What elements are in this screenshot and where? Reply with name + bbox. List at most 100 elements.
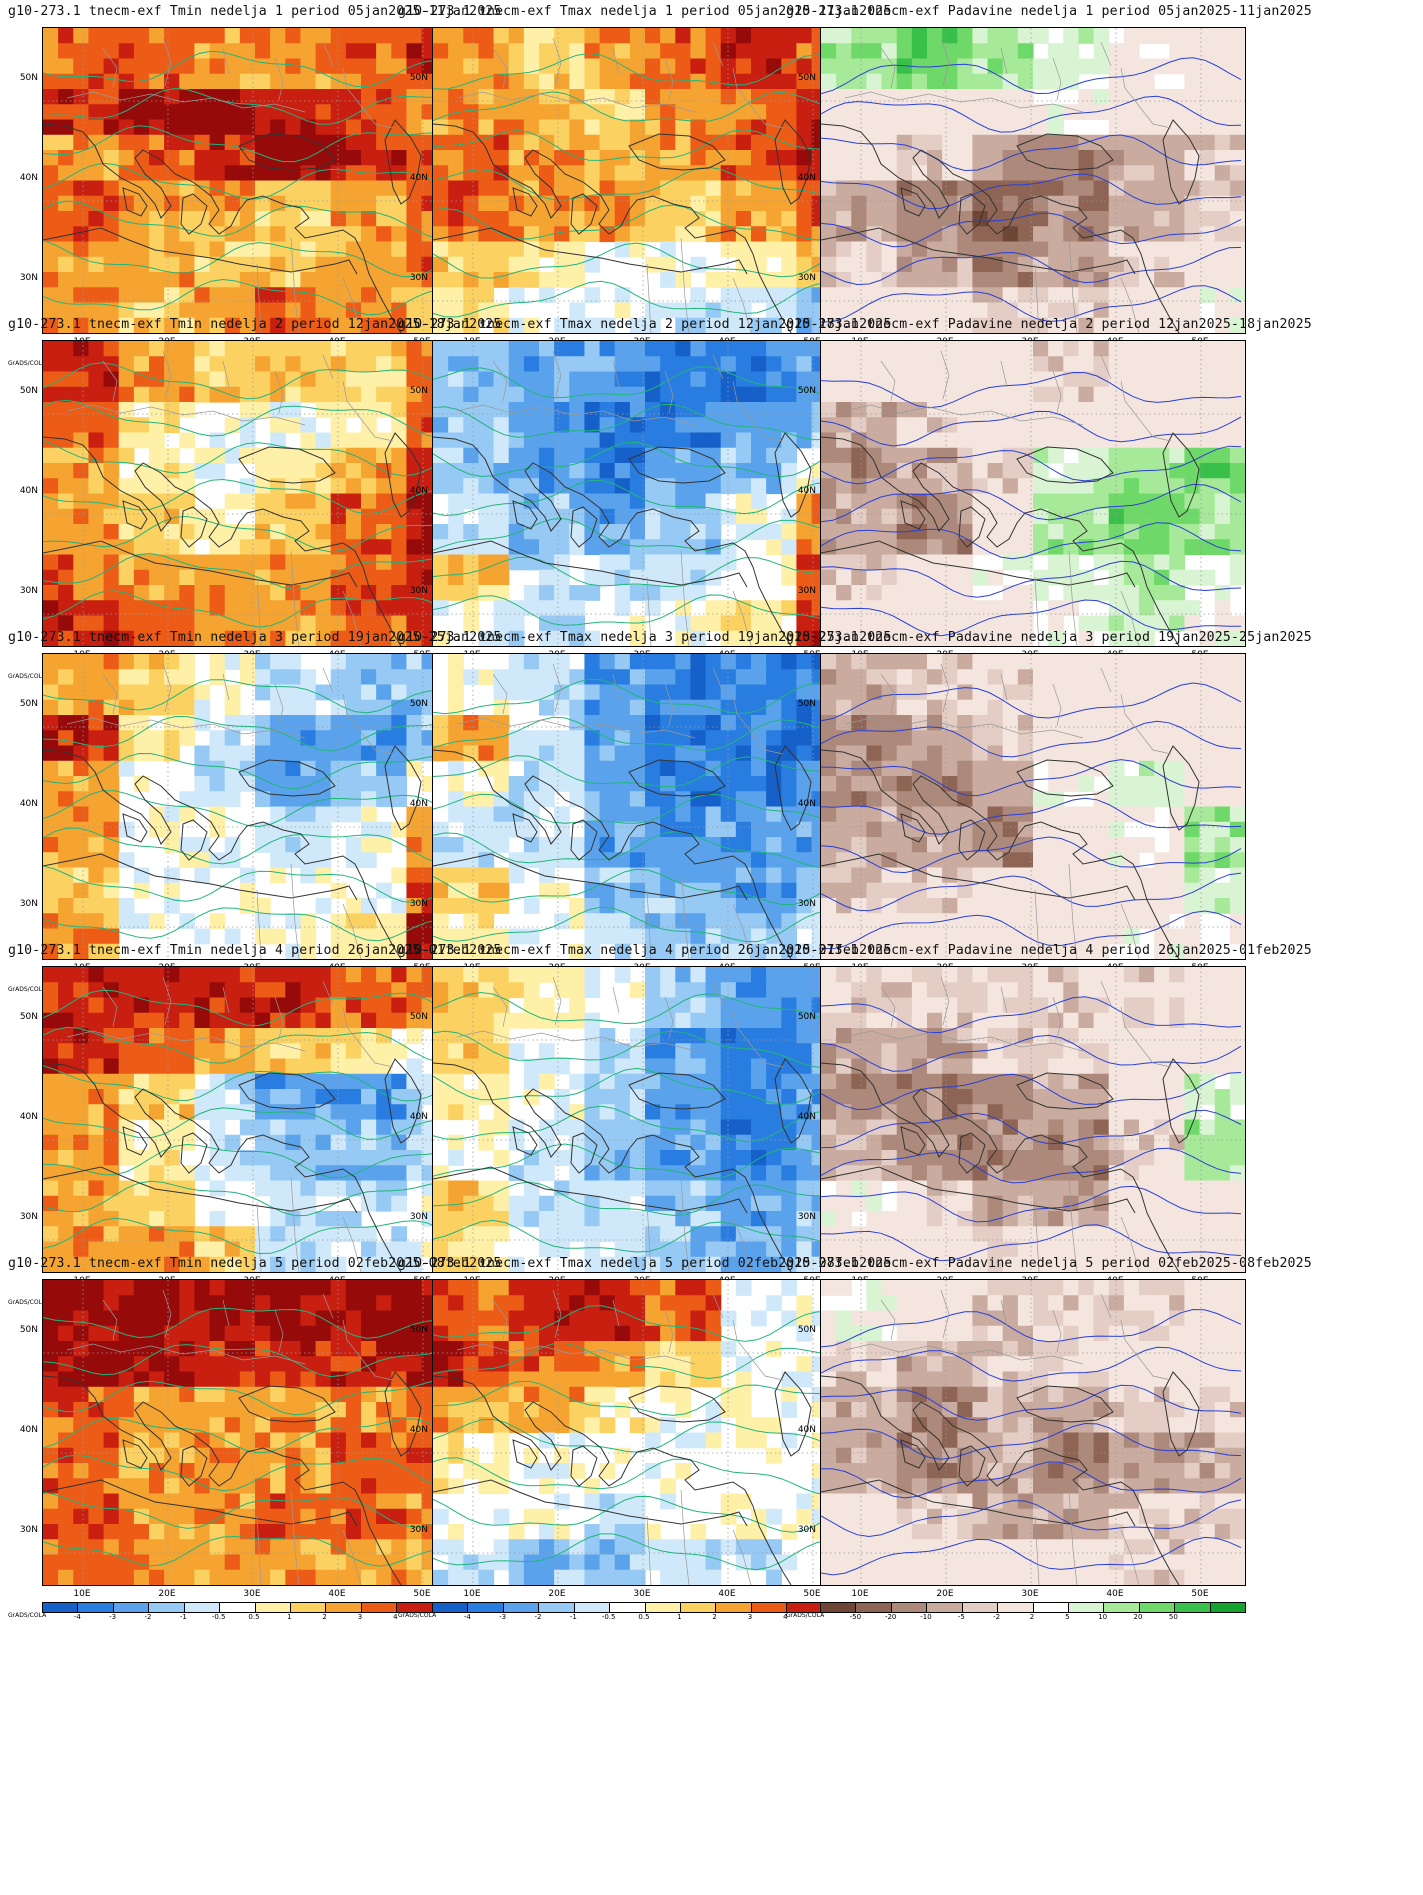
grid-cell	[1002, 165, 1019, 182]
grid-cell	[448, 195, 464, 212]
coastline	[384, 432, 422, 518]
grid-cell	[523, 539, 540, 556]
grid-cell	[376, 317, 392, 333]
grid-cell	[478, 447, 495, 464]
grid-cell	[599, 776, 616, 792]
map-canvas[interactable]	[42, 27, 468, 334]
coastline	[512, 813, 538, 843]
grid-cell	[493, 760, 510, 777]
grid-cell	[751, 256, 767, 273]
grid-cell	[972, 684, 989, 701]
grid-cell	[821, 463, 837, 479]
grid-cell	[376, 715, 392, 731]
grid-cell	[690, 669, 707, 686]
grid-cell	[972, 852, 989, 869]
grid-cell	[270, 600, 286, 617]
grid-cell	[376, 58, 392, 75]
map-canvas[interactable]	[432, 340, 858, 647]
grid-cell	[133, 654, 150, 670]
grid-cell	[463, 447, 480, 464]
grid-cell	[866, 241, 883, 258]
grid-cell	[972, 447, 989, 464]
grid-cell	[1108, 837, 1125, 853]
grid-cell	[448, 287, 464, 304]
grid-cell	[705, 58, 722, 75]
grid-cell	[209, 226, 226, 243]
grid-cell	[911, 669, 928, 686]
grid-cell	[554, 43, 570, 60]
grid-cell	[345, 386, 362, 403]
grid-cell	[118, 600, 135, 617]
grid-cell	[194, 341, 211, 357]
grid-cell	[614, 524, 631, 540]
grid-cell	[614, 58, 631, 75]
grid-cell	[781, 852, 798, 869]
grid-cell	[406, 669, 423, 686]
grid-cell	[224, 272, 241, 288]
map-canvas[interactable]	[432, 27, 858, 334]
grid-cell	[1229, 867, 1245, 884]
grid-cell	[255, 119, 271, 136]
grid-cell	[896, 119, 913, 136]
grid-cell	[836, 272, 852, 288]
grid-cell	[300, 715, 317, 731]
grid-cell	[1169, 882, 1186, 899]
grid-cell	[448, 776, 464, 792]
map-canvas[interactable]	[820, 340, 1246, 647]
map-canvas[interactable]	[42, 653, 468, 960]
grid-cell	[209, 104, 226, 121]
grid-cell	[376, 776, 392, 792]
map-canvas[interactable]	[820, 27, 1246, 334]
grid-cell	[103, 386, 120, 403]
grid-cell	[508, 684, 525, 701]
grid-cell	[629, 89, 646, 105]
grid-cell	[645, 554, 661, 571]
grid-cell	[179, 806, 196, 823]
grid-cell	[224, 356, 241, 373]
grid-cell	[1063, 715, 1080, 731]
grid-cell	[391, 539, 408, 556]
grid-cell	[781, 302, 798, 319]
grid-cell	[675, 669, 692, 686]
grid-cell	[911, 600, 928, 617]
grid-cell	[1002, 852, 1019, 869]
grid-cell	[58, 585, 74, 601]
grid-cell	[645, 119, 661, 136]
grid-cell	[43, 654, 59, 670]
grid-cell	[766, 302, 782, 319]
grid-cell	[1154, 760, 1170, 777]
grid-cell	[705, 195, 722, 212]
grid-cell	[720, 447, 737, 464]
grid-cell	[957, 882, 974, 899]
map-canvas[interactable]	[820, 653, 1246, 960]
grid-cell	[164, 684, 180, 701]
grid-cell	[391, 417, 408, 434]
lat-tick-label: 30N	[409, 273, 428, 283]
grid-cell	[972, 898, 989, 914]
grid-cell	[493, 821, 510, 838]
grid-cell	[209, 165, 226, 182]
grid-cell	[584, 356, 601, 373]
grid-cell	[315, 341, 332, 357]
grid-cell	[896, 615, 913, 632]
grid-cell	[330, 669, 347, 686]
grid-cell	[285, 539, 302, 556]
grid-cell	[1063, 104, 1080, 121]
coastline	[180, 819, 208, 861]
grid-cell	[927, 569, 943, 586]
grid-cell	[179, 241, 196, 258]
grid-cell	[315, 806, 332, 823]
grid-cell	[1123, 791, 1140, 808]
grid-cell	[881, 745, 898, 762]
grid-cell	[433, 745, 449, 762]
grid-cell	[315, 432, 332, 449]
grid-cell	[463, 524, 480, 540]
grid-cell	[1214, 821, 1231, 838]
grid-cell	[1169, 669, 1186, 686]
grid-cell	[493, 180, 510, 197]
grid-cell	[766, 104, 782, 121]
grid-cell	[866, 134, 883, 151]
grid-cell	[796, 211, 813, 227]
grid-cell	[660, 341, 676, 357]
grid-cell	[73, 73, 90, 90]
